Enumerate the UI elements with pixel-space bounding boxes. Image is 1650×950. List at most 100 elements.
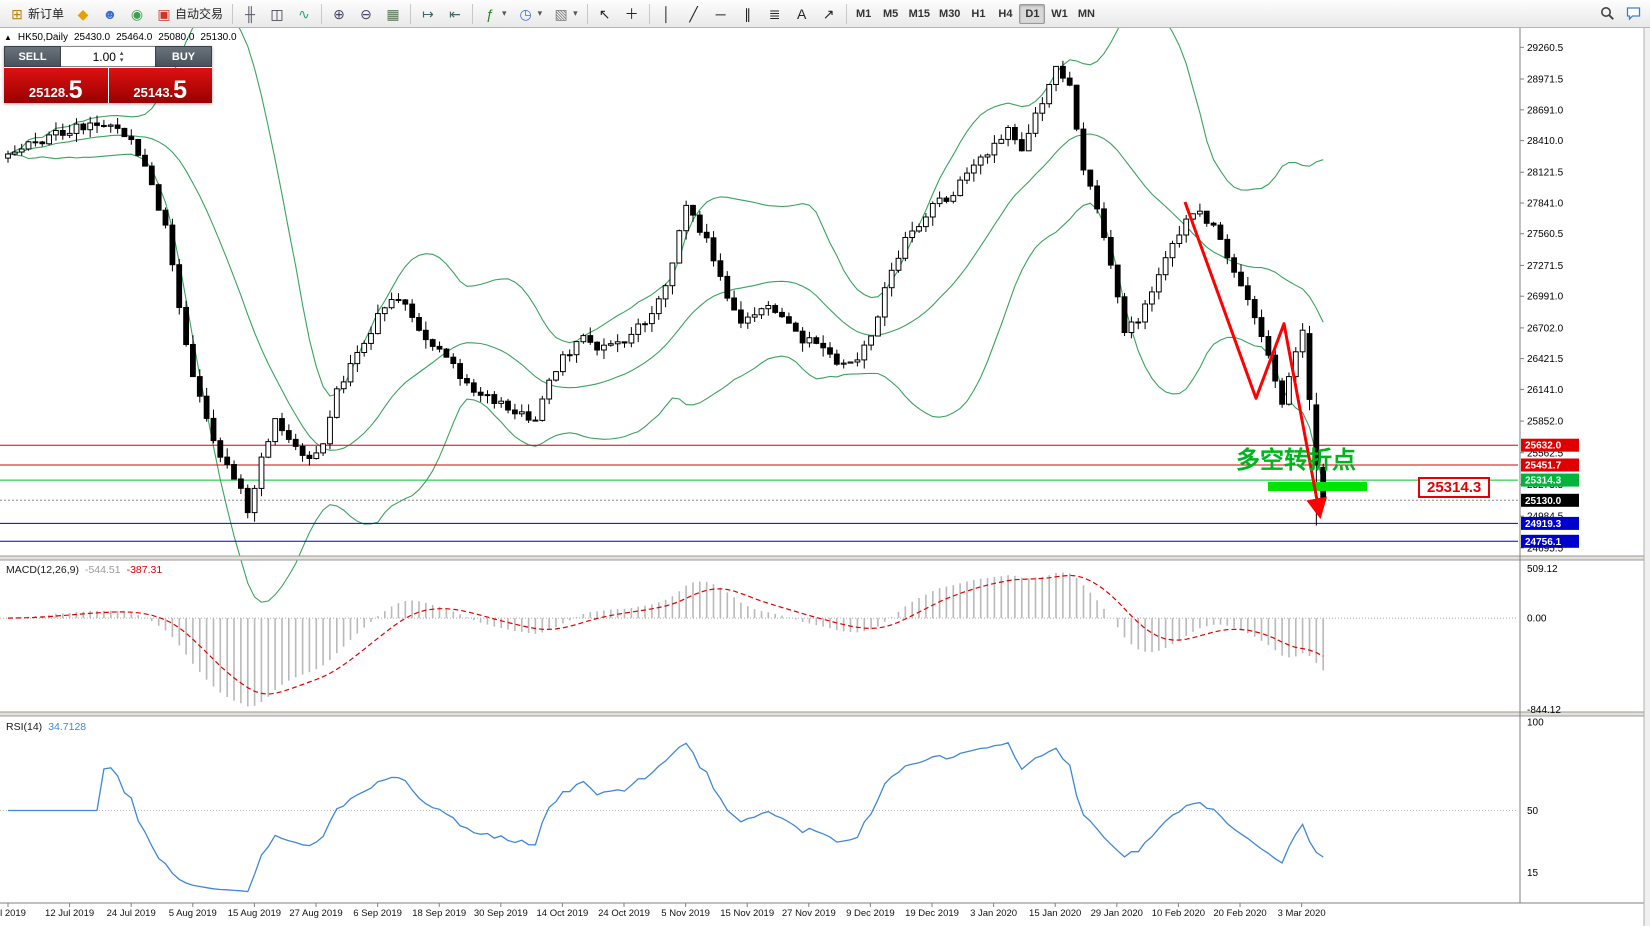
tile-windows-button[interactable]: ▦ [380, 2, 406, 26]
buy-price-box[interactable]: 25143. 5 [108, 68, 212, 103]
chart-ohlc-header: ▲ HK50,Daily 25430.0 25464.0 25080.0 251… [4, 32, 237, 43]
candle-body [621, 341, 628, 344]
candle-body [32, 141, 39, 144]
candle-body [888, 269, 895, 289]
user-icon: ☻ [102, 5, 118, 22]
timeframe-h4-button[interactable]: H4 [998, 7, 1013, 20]
line-chart-button[interactable]: ∿ [291, 2, 317, 26]
fibonacci-button[interactable]: ≣ [762, 2, 788, 26]
chat-button[interactable] [1621, 2, 1646, 26]
candle-body [395, 299, 402, 301]
one-click-collapse-icon[interactable]: ▲ [4, 33, 12, 42]
chart-shift-button[interactable]: ⇤ [442, 2, 468, 26]
panel-splitter[interactable] [0, 712, 1650, 716]
trendline-button[interactable]: ╱ [681, 2, 707, 26]
highlight-bar[interactable] [1268, 482, 1367, 491]
candle-body [347, 363, 354, 383]
rsi-line [8, 741, 1324, 893]
timeframe-m15-button[interactable]: M15 [908, 7, 931, 20]
candle-body [553, 371, 559, 381]
text-button[interactable]: A [789, 2, 815, 26]
search-button[interactable] [1595, 2, 1620, 26]
candle-body [272, 418, 279, 443]
trend-arrow[interactable] [1183, 201, 1328, 520]
time-axis-label: 27 Aug 2019 [289, 908, 342, 919]
candle-body [909, 230, 916, 238]
new-order-button[interactable]: ⊞ 新订单 [4, 2, 69, 26]
candle-body [491, 394, 498, 405]
vertical-line-button[interactable]: │ [654, 2, 680, 26]
candle-body [190, 344, 196, 378]
turning-point-annotation-text[interactable]: 多空转折点 [1236, 447, 1356, 474]
timeframe-w1-button[interactable]: W1 [1051, 7, 1068, 20]
lot-up-icon[interactable]: ▴ [119, 49, 124, 57]
indicators-button[interactable]: ƒ ▾ [477, 2, 512, 26]
candle-body [895, 257, 902, 271]
candle-body [957, 179, 964, 197]
candle-body [1265, 336, 1272, 356]
arrows-button[interactable]: ↗ [816, 2, 842, 26]
support-button[interactable]: ◉ [124, 2, 150, 26]
timeframe-m1-button[interactable]: M1 [855, 7, 872, 20]
candle-body [121, 127, 128, 138]
candle-body [840, 362, 847, 365]
price-callout-box[interactable]: 25314.3 [1418, 477, 1491, 498]
auto-scroll-button[interactable]: ↦ [415, 2, 441, 26]
time-axis-label: 12 Jul 2019 [45, 908, 94, 919]
ohlc-low: 25080.0 [158, 32, 195, 43]
lot-size-field[interactable]: 1.00 ▴ ▾ [61, 46, 155, 67]
toolbar-separator [586, 3, 588, 24]
candle-body [751, 314, 758, 318]
candle-body [1203, 210, 1210, 224]
buy-button[interactable]: BUY [155, 46, 212, 67]
templates-button[interactable]: ▧ ▾ [548, 2, 583, 26]
candle-body [368, 333, 374, 344]
chart-canvas[interactable]: 29260.5 28971.5 28691.0 28410.0 28121.5 27841… [0, 28, 1650, 926]
timeframe-h1-button[interactable]: H1 [971, 7, 986, 20]
candle-body [436, 345, 443, 350]
candle-body [731, 297, 738, 311]
timeframe-d1-button[interactable]: D1 [1019, 3, 1046, 24]
candle-body [696, 214, 703, 233]
timeframe-m30-button[interactable]: M30 [939, 7, 961, 20]
candle-body [546, 379, 553, 400]
timeframe-mn-button[interactable]: MN [1077, 7, 1095, 20]
candle-body [135, 139, 142, 156]
cursor-button[interactable]: ↖ [592, 2, 618, 26]
candle-body [923, 216, 929, 228]
sell-button[interactable]: SELL [4, 46, 61, 67]
channel-button[interactable]: ∥ [735, 2, 761, 26]
zoom-out-button[interactable]: ⊖ [353, 2, 379, 26]
time-axis-label: 24 Oct 2019 [598, 908, 650, 919]
macd-main-value: -544.51 [84, 564, 121, 576]
lot-stepper[interactable]: ▴ ▾ [120, 50, 124, 64]
community-button[interactable]: ☻ [97, 2, 123, 26]
bar-chart-button[interactable]: ╫ [237, 2, 263, 26]
lot-down-icon[interactable]: ▾ [119, 56, 124, 64]
candlestick-chart-button[interactable]: ◫ [264, 2, 290, 26]
candle-body [792, 322, 799, 332]
candle-body [518, 411, 525, 415]
candle-body [1183, 218, 1190, 236]
horizontal-line-icon: ─ [715, 5, 726, 22]
time-axis-label: 5 Nov 2019 [661, 908, 710, 919]
crosshair-button[interactable]: ＋ [619, 2, 645, 26]
periods-button[interactable]: ◷ ▾ [513, 2, 548, 26]
lot-size-value: 1.00 [92, 49, 116, 64]
timeframe-m5-button[interactable]: M5 [882, 7, 899, 20]
sell-price-box[interactable]: 25128. 5 [4, 68, 108, 103]
horizontal-line-button[interactable]: ─ [708, 2, 734, 26]
candle-body [1258, 317, 1265, 338]
auto-trading-button[interactable]: ▣ 自动交易 [151, 2, 228, 26]
candle-body [183, 307, 189, 345]
panel-splitter[interactable] [0, 556, 1650, 560]
bar-chart-icon: ╫ [245, 5, 255, 22]
candle-body [114, 124, 121, 129]
price-line-label-bg [1521, 458, 1579, 472]
zoom-in-button[interactable]: ⊕ [326, 2, 352, 26]
price-axis-label: 28691.0 [1527, 105, 1564, 116]
candle-body [39, 141, 46, 145]
alert-button[interactable]: ◆ [70, 2, 96, 26]
candle-body [1306, 333, 1313, 400]
